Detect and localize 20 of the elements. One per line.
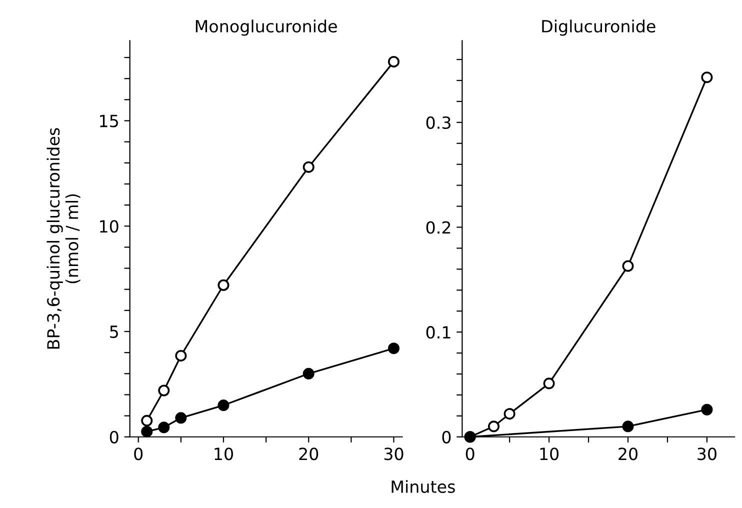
y-tick-label: 0.1 — [426, 326, 450, 339]
y-tick-label: 10 — [100, 220, 118, 233]
x-tick-label: 20 — [618, 448, 638, 460]
y-tick-label: 5 — [110, 326, 118, 338]
y-axis-title: BP-3,6-quinol glucuronides (nmol / ml) — [46, 128, 80, 349]
y-tick-label: 0.2 — [426, 221, 450, 234]
y-tick-label: 0 — [442, 430, 451, 444]
chart-title: Diglucuronide — [542, 20, 656, 36]
x-tick-label: 10 — [214, 448, 233, 460]
x-tick-label: 30 — [384, 448, 404, 460]
chart-title: Monoglucuronide — [196, 20, 337, 36]
y-tick-label: 0 — [110, 430, 118, 444]
x-tick-label: 10 — [540, 448, 559, 460]
x-tick-label: 20 — [299, 448, 318, 460]
y-tick-label: 0.3 — [426, 116, 450, 129]
x-tick-label: 30 — [698, 448, 716, 460]
x-tick-label: 0 — [466, 448, 474, 460]
y-tick-label: 15 — [100, 114, 118, 128]
x-axis-title: Minutes — [392, 480, 455, 493]
x-tick-label: 0 — [134, 448, 143, 460]
